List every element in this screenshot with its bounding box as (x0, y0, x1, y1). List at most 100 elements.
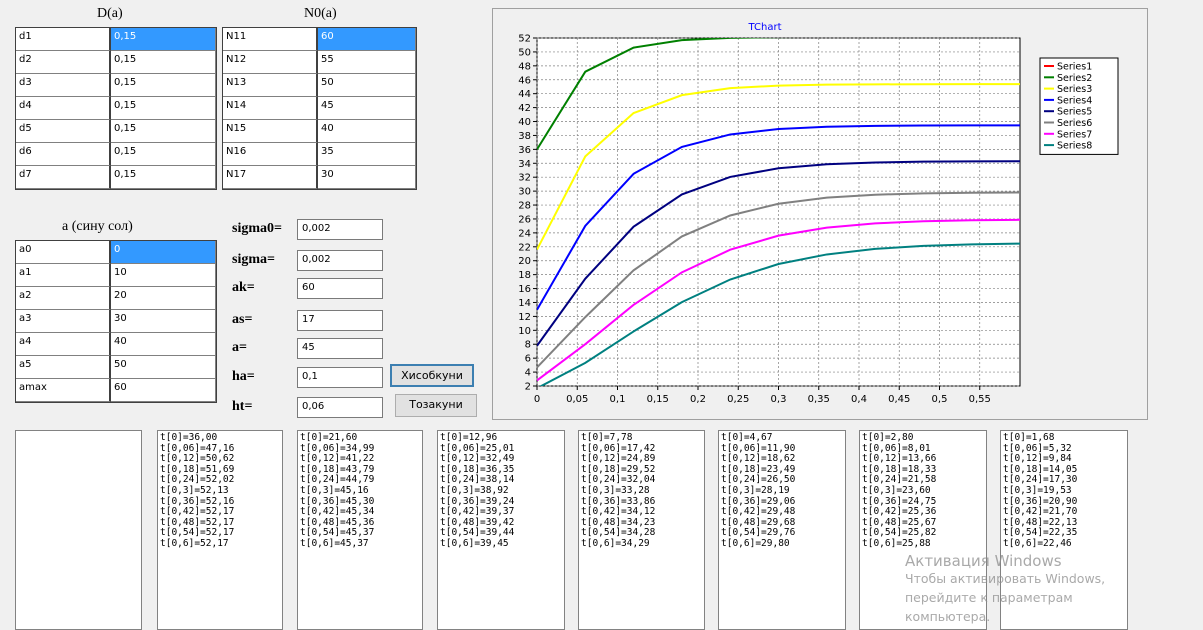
grid-cell[interactable]: 0 (111, 241, 216, 264)
grid-cell[interactable]: N15 (223, 120, 318, 143)
grid-cell[interactable]: N14 (223, 97, 318, 120)
series-line (537, 38, 801, 150)
grid-cell[interactable]: 40 (318, 120, 416, 143)
grid-cell[interactable]: 60 (111, 379, 216, 402)
grid-cell[interactable]: 0,15 (111, 51, 216, 74)
grid-cell[interactable]: d4 (16, 97, 111, 120)
grid-cell[interactable]: d5 (16, 120, 111, 143)
grid-cell[interactable]: a3 (16, 310, 111, 333)
param-input[interactable]: 17 (297, 310, 383, 331)
legend-label: Series7 (1057, 129, 1092, 140)
memo-line: t[0,18]=18,33 (862, 463, 937, 475)
y-tick-label: 16 (518, 284, 531, 295)
memo-line: t[0,48]=52,17 (160, 516, 235, 528)
param-input[interactable]: 0,1 (297, 367, 383, 388)
clear-button[interactable]: Тозакуни (395, 394, 477, 417)
grid-cell[interactable]: 60 (318, 28, 416, 51)
legend-label: Series2 (1057, 73, 1092, 84)
param-label: ht= (232, 399, 253, 414)
grid-cell[interactable]: 50 (111, 356, 216, 379)
grid-cell[interactable]: d6 (16, 143, 111, 166)
memo[interactable] (15, 430, 142, 630)
grid-cell[interactable]: d3 (16, 74, 111, 97)
grid-cell[interactable]: N13 (223, 74, 318, 97)
param-input[interactable]: 0,06 (297, 397, 383, 418)
grid-cell[interactable]: 0,15 (111, 74, 216, 97)
grid-cell[interactable]: 35 (318, 143, 416, 166)
grid-cell[interactable]: 0,15 (111, 97, 216, 120)
grid-cell[interactable]: amax (16, 379, 111, 402)
string-grid[interactable]: d1 0,15 d2 0,15 d3 0,15 d4 0,15 d5 0,15 d6 0,15 d7 0,… (15, 27, 217, 190)
string-grid[interactable]: a0 0 a1 10 a2 20 a3 30 a4 40 a5 50 amax 60 (15, 240, 217, 403)
grid-cell[interactable]: N16 (223, 143, 318, 166)
legend-label: Series5 (1057, 107, 1092, 118)
y-tick-label: 14 (518, 298, 531, 309)
grid-cell[interactable]: 20 (111, 287, 216, 310)
grid-cell[interactable]: a0 (16, 241, 111, 264)
y-tick-label: 32 (518, 173, 531, 184)
grid-cell[interactable]: 0,15 (111, 143, 216, 166)
grid-cell[interactable]: 40 (111, 333, 216, 356)
grid-cell[interactable]: d2 (16, 51, 111, 74)
grid-cell[interactable]: a2 (16, 287, 111, 310)
param-input[interactable]: 0,002 (297, 250, 383, 271)
grid-cell[interactable]: N12 (223, 51, 318, 74)
x-tick-label: 0 (534, 394, 540, 405)
memo-line: t[0,54]=25,82 (862, 527, 937, 539)
grid-cell[interactable]: 50 (318, 74, 416, 97)
memo-line: t[0,6]=52,17 (160, 537, 229, 549)
grid-cell[interactable]: N17 (223, 166, 318, 189)
memo-line: t[0,24]=38,14 (440, 474, 515, 486)
grid-cell[interactable]: a4 (16, 333, 111, 356)
memo[interactable]: t[0]=1,68 t[0,06]=5,32 t[0,12]=9,84 t[0,18]… (1000, 430, 1128, 630)
y-tick-label: 34 (518, 159, 531, 170)
grid-cell[interactable]: 45 (318, 97, 416, 120)
param-input[interactable]: 60 (297, 278, 383, 299)
memo-line: t[0,12]=9,84 (1003, 453, 1072, 465)
legend-label: Series1 (1057, 62, 1092, 73)
memo-line: t[0,36]=39,24 (440, 495, 515, 507)
series-line (537, 218, 1020, 382)
string-grid[interactable]: N11 60 N12 55 N13 50 N14 45 N15 40 N16 35 N17 30 (222, 27, 417, 190)
grid-cell[interactable]: 10 (111, 264, 216, 287)
memo-line: t[0,24]=17,30 (1003, 474, 1078, 486)
memo[interactable]: t[0]=7,78 t[0,06]=17,42 t[0,12]=24,89 t[0,1… (578, 430, 705, 630)
param-label: sigma0= (232, 221, 282, 236)
calc-button[interactable]: Хисобкуни (390, 364, 474, 387)
legend-label: Series3 (1057, 84, 1092, 95)
grid-cell[interactable]: 30 (318, 166, 416, 189)
grid-cell[interactable]: 30 (111, 310, 216, 333)
grid-cell[interactable]: 0,15 (111, 28, 216, 51)
memo-line: t[0,24]=44,79 (300, 474, 375, 486)
memo-line: t[0,54]=52,17 (160, 527, 235, 539)
grid-cell[interactable]: a1 (16, 264, 111, 287)
grid-cell[interactable]: N11 (223, 28, 318, 51)
memo-line: t[0,54]=29,76 (721, 527, 796, 539)
memo-line: t[0,3]=33,28 (581, 484, 650, 496)
memo[interactable]: t[0]=21,60 t[0,06]=34,99 t[0,12]=41,22 t[0,… (297, 430, 423, 630)
y-tick-label: 24 (518, 228, 531, 239)
memo-line: t[0,42]=21,70 (1003, 506, 1078, 518)
grid-cell[interactable]: d1 (16, 28, 111, 51)
grid-cell[interactable]: a5 (16, 356, 111, 379)
param-input[interactable]: 0,002 (297, 219, 383, 240)
series-line (537, 191, 1020, 369)
param-label: ha= (232, 369, 255, 384)
grid-cell[interactable]: 55 (318, 51, 416, 74)
memo[interactable]: t[0]=36,00 t[0,06]=47,16 t[0,12]=50,62 t[0,… (157, 430, 283, 630)
memo-line: t[0,48]=45,36 (300, 516, 375, 528)
x-tick-label: 0,5 (932, 394, 948, 405)
grid-cell[interactable]: 0,15 (111, 120, 216, 143)
memo-line: t[0,6]=29,80 (721, 537, 790, 549)
y-tick-label: 40 (518, 117, 531, 128)
memo[interactable]: t[0]=4,67 t[0,06]=11,90 t[0,12]=18,62 t[0,1… (718, 430, 846, 630)
grid-cell[interactable]: 0,15 (111, 166, 216, 189)
memo-line: t[0]=36,00 (160, 432, 218, 443)
memo[interactable]: t[0]=12,96 t[0,06]=25,01 t[0,12]=32,49 t[0,… (437, 430, 565, 630)
param-label: sigma= (232, 252, 275, 267)
memo-line: t[0,36]=52,16 (160, 495, 235, 507)
grid-cell[interactable]: d7 (16, 166, 111, 189)
param-input[interactable]: 45 (297, 338, 383, 359)
memo-line: t[0]=1,68 (1003, 432, 1055, 443)
memo[interactable]: t[0]=2,80 t[0,06]=8,01 t[0,12]=13,66 t[0,18… (859, 430, 987, 630)
